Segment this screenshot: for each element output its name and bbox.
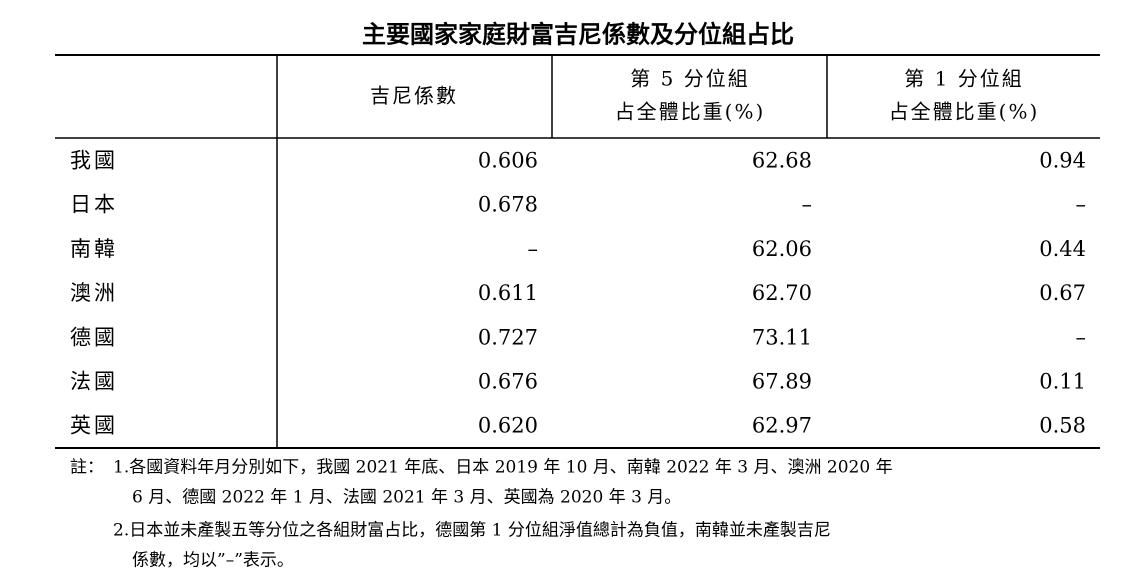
cell-value: 0.676	[478, 370, 538, 394]
column-header: 第 1 分位組	[904, 67, 1023, 91]
cell-value: 0.67	[1039, 281, 1086, 305]
cell-value: 0.58	[1039, 414, 1086, 438]
column-header: 吉尼係數	[370, 84, 458, 108]
cell-value: –	[802, 193, 813, 217]
row-label: 英國	[70, 414, 118, 438]
cell-value: 0.678	[478, 193, 538, 217]
row-label: 德國	[70, 325, 118, 349]
cell-value: 62.06	[752, 237, 812, 261]
column-header: 第 5 分位組	[630, 67, 749, 91]
cell-value: 73.11	[752, 325, 812, 349]
cell-value: –	[1076, 193, 1087, 217]
cell-value: 67.89	[752, 370, 812, 394]
column-header: 占全體比重(%)	[889, 100, 1040, 124]
cell-value: 0.727	[478, 325, 538, 349]
cell-value: 62.68	[752, 149, 812, 173]
table-title: 主要國家家庭財富吉尼係數及分位組占比	[362, 20, 794, 49]
row-label: 南韓	[70, 237, 118, 261]
cell-value: 0.11	[1039, 370, 1086, 394]
row-label: 我國	[70, 149, 118, 173]
cell-value: –	[1076, 325, 1087, 349]
note-text: 1.各國資料年月分別如下，我國 2021 年底、日本 2019 年 10 月、南…	[113, 458, 893, 478]
note-label: 註：	[70, 458, 104, 478]
note-text: 2.日本並未產製五等分位之各組財富占比，德國第 1 分位組淨值總計為負值，南韓並…	[113, 521, 831, 541]
row-label: 澳洲	[70, 281, 118, 305]
cell-value: 62.70	[752, 281, 812, 305]
cell-value: 0.44	[1039, 237, 1086, 261]
row-label: 日本	[70, 193, 118, 217]
note-text: 係數，均以”–”表示。	[132, 551, 294, 571]
cell-value: 0.620	[478, 414, 538, 438]
cell-value: 0.611	[478, 281, 538, 305]
cell-value: 62.97	[752, 414, 812, 438]
note-text: 6 月、德國 2022 年 1 月、法國 2021 年 3 月、英國為 2020…	[132, 488, 681, 508]
column-header: 占全體比重(%)	[615, 100, 766, 124]
cell-value: –	[528, 237, 539, 261]
cell-value: 0.94	[1039, 149, 1086, 173]
cell-value: 0.606	[478, 149, 538, 173]
row-label: 法國	[70, 370, 118, 394]
